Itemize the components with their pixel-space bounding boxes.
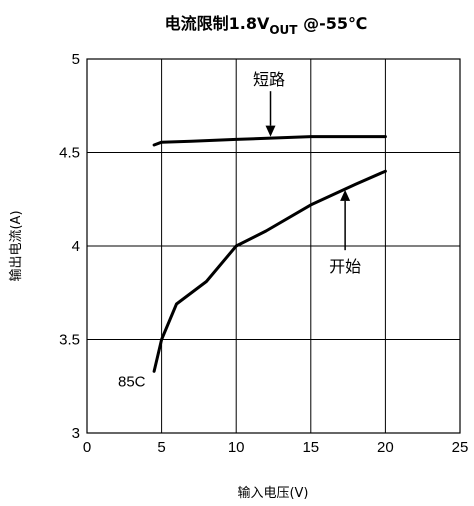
y-tick-label: 4.5 <box>59 145 80 162</box>
x-tick-label: 15 <box>302 439 319 456</box>
annotation-label: 85C <box>118 373 146 390</box>
grid <box>87 59 460 433</box>
chart-title-main: 电流限制1.8V <box>165 14 270 33</box>
x-axis-label: 输入电压(V) <box>237 485 308 501</box>
x-tick-label: 0 <box>83 439 91 456</box>
annotation-label: 开始 <box>329 257 361 276</box>
y-tick-label: 3.5 <box>59 332 80 349</box>
annotation-label: 短路 <box>253 70 285 89</box>
series-line-startup <box>152 169 387 373</box>
x-tick-label: 10 <box>228 439 245 456</box>
chart-title-subscript: OUT <box>269 23 298 37</box>
x-tick-label: 25 <box>452 439 469 456</box>
series-line-short-circuit <box>152 135 387 147</box>
y-axis-label: 输出电流(A) <box>8 210 24 281</box>
chart-title-suffix: @-55℃ <box>298 14 368 33</box>
x-tick-label: 5 <box>157 439 165 456</box>
x-tick-label: 20 <box>377 439 394 456</box>
series-layer <box>152 135 387 373</box>
annotation-arrowhead <box>340 189 351 201</box>
y-tick-label: 5 <box>72 51 80 68</box>
tick-labels: 0 5 10 15 20 25 3 3.5 4 4.5 5 <box>59 51 468 456</box>
chart-title: 电流限制1.8VOUT @-55℃ <box>165 14 368 37</box>
y-tick-label: 4 <box>72 238 80 255</box>
plot-frame <box>86 58 461 434</box>
y-tick-label: 3 <box>72 425 80 442</box>
annotation-arrowhead <box>265 125 276 137</box>
